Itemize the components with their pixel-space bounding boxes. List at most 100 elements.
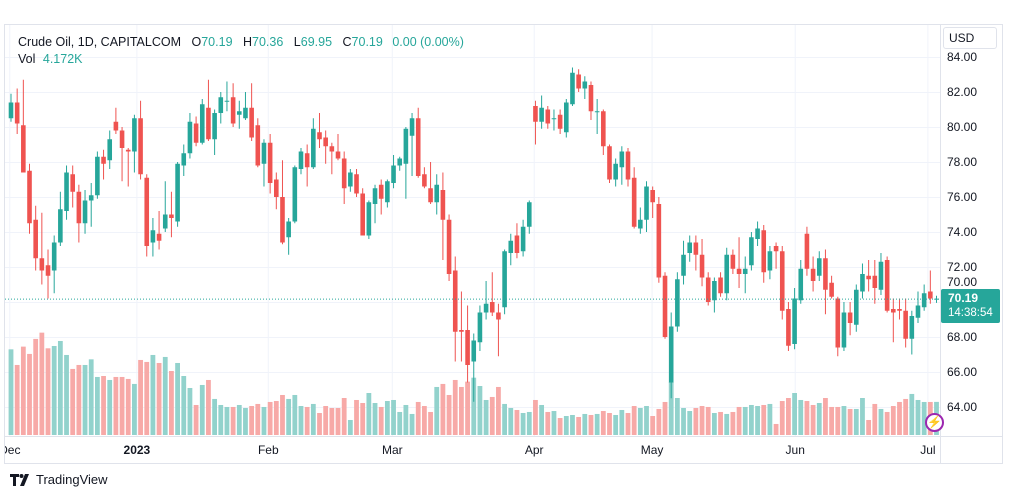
candle-body — [317, 132, 322, 140]
candle-body — [557, 114, 563, 129]
volume-bar — [619, 409, 625, 435]
volume-bar — [181, 376, 187, 435]
candle-body — [631, 177, 637, 227]
volume-bar — [452, 379, 458, 435]
candle-body — [853, 289, 859, 325]
lightning-icon[interactable]: ⚡ — [925, 413, 944, 432]
volume-label[interactable]: Vol — [18, 52, 36, 66]
grid — [5, 25, 940, 436]
volume-bar — [897, 401, 902, 435]
candle-body — [588, 85, 594, 112]
volume-bar — [169, 371, 174, 435]
volume-bar — [218, 404, 224, 435]
volume-bar — [360, 403, 366, 435]
volume-bar — [199, 384, 205, 435]
symbol-title[interactable]: Crude Oil, 1D, CAPITALCOM — [18, 35, 182, 49]
candle-body — [909, 316, 915, 339]
candle-body — [761, 230, 767, 273]
open-label: O — [191, 35, 202, 49]
volume-bar — [206, 379, 211, 435]
volume-bar — [434, 386, 440, 435]
candle-body — [786, 309, 791, 346]
candle-body — [625, 151, 631, 180]
time-axis[interactable]: Dec 2023 Feb Mar Apr May Jun Jul — [0, 443, 936, 457]
volume-bar — [816, 403, 822, 435]
price-axis[interactable]: 84.00 82.00 80.00 78.00 76.00 74.00 72.0070.00… — [947, 50, 977, 414]
candle-body — [773, 246, 779, 252]
volume-bar — [786, 397, 791, 435]
volume-bar — [483, 399, 489, 435]
price-tick-label: 82.00 — [947, 85, 977, 99]
price-tick-label: 70.00 — [947, 275, 977, 289]
volume-bar — [668, 381, 674, 435]
volume-bar — [699, 406, 705, 435]
volume-bar — [872, 403, 878, 435]
volume-bar — [878, 408, 884, 435]
volume-bar — [909, 393, 915, 435]
candle-body — [101, 156, 106, 164]
volume-bar — [841, 406, 847, 435]
volume-bar — [594, 413, 600, 435]
volume-bar — [39, 332, 45, 435]
volume-bar — [557, 418, 563, 435]
volume-bar — [261, 406, 267, 435]
volume-bar — [773, 423, 779, 435]
volume-value: 4.172K — [42, 52, 83, 66]
candle-body — [446, 219, 452, 274]
volume-bar — [508, 408, 514, 435]
candle-body — [125, 149, 131, 152]
candle-body — [903, 310, 908, 339]
candle-body — [169, 214, 174, 218]
volume-bar — [693, 408, 699, 435]
candle-body — [82, 200, 88, 224]
volume-bar — [570, 414, 575, 435]
candle-body — [891, 309, 896, 313]
volume-bar — [249, 406, 255, 435]
volume-bar — [502, 403, 507, 435]
candle-body — [21, 125, 26, 173]
volume-bar — [459, 386, 464, 435]
volume-bar — [860, 397, 865, 435]
volume-bar — [477, 386, 483, 435]
volume-bar — [273, 401, 279, 435]
currency-button[interactable]: USD — [943, 27, 997, 49]
volume-bar — [372, 403, 378, 435]
candle-body — [928, 291, 933, 299]
volume-bar — [384, 401, 390, 435]
volume-bar — [193, 404, 199, 435]
volume-bar — [440, 383, 446, 435]
candle-body — [304, 153, 310, 168]
volume-bar — [884, 411, 890, 435]
candle-body — [329, 146, 335, 152]
candle-body — [878, 261, 884, 290]
time-tick-label: Jul — [920, 443, 935, 457]
volume-series — [8, 332, 939, 435]
volume-bar — [520, 413, 526, 435]
volume-bar — [600, 411, 606, 435]
candle-body — [267, 142, 273, 183]
candle-body — [156, 233, 162, 241]
volume-bar — [631, 406, 637, 435]
volume-bar — [397, 411, 403, 435]
candle-body — [582, 81, 588, 89]
candle-body — [354, 174, 359, 194]
volume-bar — [792, 392, 797, 435]
volume-bar — [613, 414, 619, 435]
candle-body — [644, 186, 649, 220]
price-tick-label: 74.00 — [947, 225, 977, 239]
candle-body — [755, 228, 760, 239]
candle-body — [934, 298, 939, 300]
candle-body — [483, 303, 489, 313]
volume-bar — [903, 398, 909, 435]
change-value: 0.00 (0.00%) — [392, 35, 464, 49]
candle-body — [520, 226, 526, 252]
volume-bar — [804, 401, 810, 435]
volume-bar — [428, 411, 433, 435]
candle-body — [502, 251, 507, 308]
candle-body — [144, 177, 150, 246]
volume-bar — [76, 364, 82, 435]
tradingview-logo[interactable]: TradingView — [10, 472, 108, 487]
candle-body — [471, 340, 477, 362]
volume-bar — [236, 404, 242, 435]
